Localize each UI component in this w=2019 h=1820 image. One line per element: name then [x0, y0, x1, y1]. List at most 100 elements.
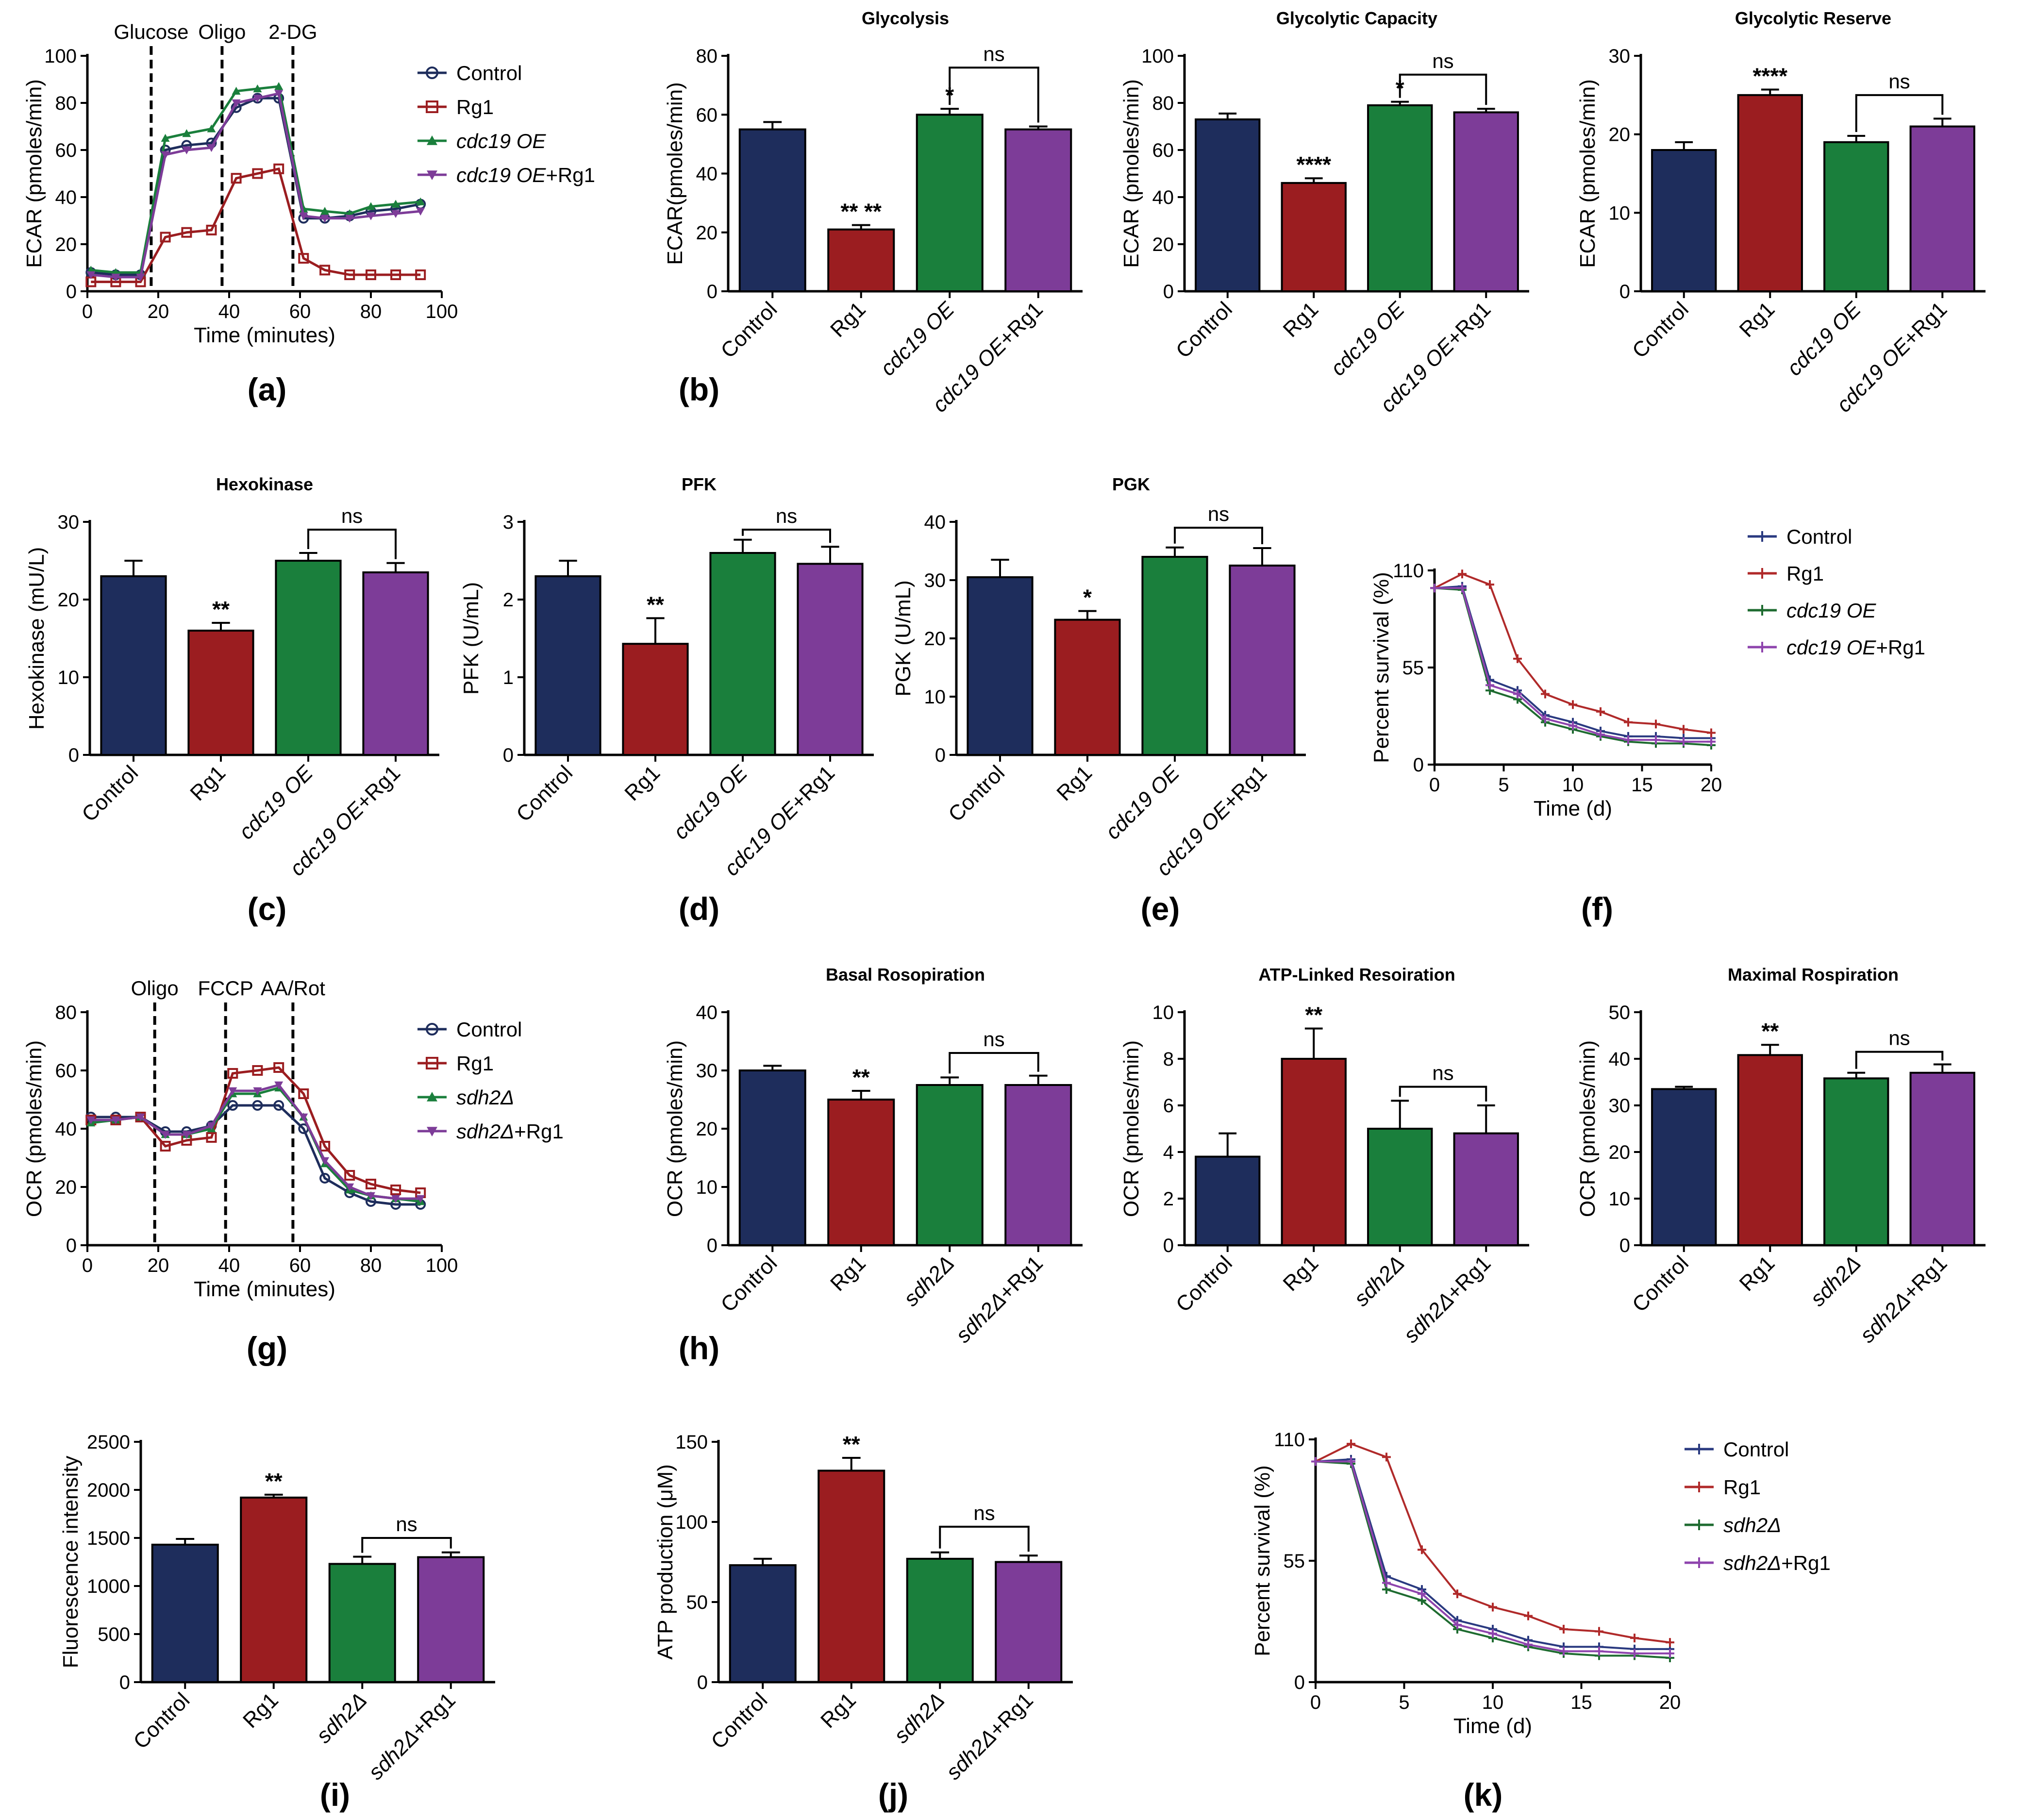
marker-plus [1624, 718, 1633, 727]
event-label: Oligo [131, 977, 179, 1000]
marker-triangle-down [274, 1081, 284, 1089]
x-tick-label: Rg1 [185, 761, 230, 805]
bar [328, 1563, 396, 1683]
ns-bracket [949, 1052, 1039, 1074]
legend-f: Control Rg1 cdc19 OE cdc19 OE+Rg1 [1748, 525, 1925, 659]
marker-plus [1559, 1624, 1568, 1634]
marker-square [344, 1170, 355, 1181]
bar [1004, 128, 1072, 292]
y-tick-label: 20 [1152, 234, 1174, 255]
bar-chart-j: 0 50 100 150 ATP production (μM) Control ** Rg1… [653, 1432, 1073, 1785]
legend-label: Control [1723, 1438, 1789, 1461]
series-Control [1311, 1454, 1674, 1653]
marker-plus [1757, 605, 1768, 616]
y-tick-label: 0 [503, 745, 514, 766]
panel-label: (d) [679, 891, 719, 927]
marker-circle [227, 1100, 238, 1111]
marker-plus [1596, 707, 1605, 716]
chart-title: Hexokinase [216, 474, 313, 494]
ns-label: ns [983, 42, 1004, 65]
chart-title: Glycolytic Capacity [1276, 8, 1437, 28]
x-tick-label: cdc19 OE [876, 297, 959, 381]
marker-plus [1513, 689, 1522, 699]
ns-bracket [361, 1537, 452, 1553]
y-tick-label: 4 [1163, 1142, 1174, 1163]
marker-triangle-down [416, 1195, 425, 1203]
marker-triangle [274, 82, 284, 90]
marker-square [160, 232, 171, 243]
marker-triangle-down [391, 1195, 400, 1203]
x-tick-label: 20 [148, 1255, 169, 1276]
y-tick-label: 30 [696, 1060, 718, 1082]
marker-triangle-down [367, 1192, 375, 1200]
y-tick-label: 80 [55, 1002, 77, 1023]
bar [187, 630, 254, 756]
y-tick-label: 30 [924, 570, 946, 591]
y-tick-label: 0 [707, 281, 717, 302]
y-tick-label: 30 [58, 512, 80, 533]
marker-triangle-down [182, 1131, 191, 1139]
bar [1004, 1084, 1072, 1246]
marker-triangle-down [299, 212, 308, 220]
x-tick-label: Control [1171, 1251, 1237, 1317]
y-tick-label: 1000 [87, 1576, 130, 1597]
x-tick-label: 40 [218, 301, 240, 322]
significance-stars: **** [1752, 64, 1787, 89]
x-tick-label: Control [129, 1688, 194, 1753]
x-tick-label: Rg1 [1052, 761, 1097, 805]
marker-plus [1707, 728, 1716, 737]
marker-triangle [161, 134, 170, 142]
x-axis-label: Time (d) [1534, 797, 1612, 820]
x-tick-label: 100 [426, 301, 458, 322]
marker-plus [1624, 735, 1633, 745]
x-tick-label: 0 [1310, 1692, 1321, 1713]
x-tick-label: Control [77, 761, 143, 826]
y-tick-label: 0 [697, 1672, 708, 1693]
event-label: 2-DG [268, 20, 317, 43]
marker-square [273, 1062, 284, 1073]
legend-label: cdc19 OE [456, 130, 546, 152]
marker-square [181, 227, 192, 238]
marker-plus [1630, 1649, 1639, 1658]
chart-title: PFK [682, 474, 717, 494]
y-tick-label: 60 [55, 140, 77, 161]
y-tick-label: 60 [1152, 140, 1174, 161]
bar [1141, 556, 1208, 756]
y-tick-label: 0 [935, 745, 946, 766]
ns-bracket [949, 67, 1039, 123]
significance-stars: **** [1296, 152, 1331, 177]
legend-a: Control Rg1 cdc19 OE cdc19 OE+Rg1 [417, 62, 595, 186]
marker-triangle-down [161, 151, 170, 159]
legend-label: Rg1 [456, 96, 494, 118]
marker-triangle-down [136, 273, 145, 282]
x-tick-label: 80 [360, 301, 382, 322]
bar [738, 128, 806, 292]
y-tick-label: 80 [696, 46, 718, 67]
x-tick-label: Control [716, 1251, 782, 1317]
y-tick-label: 10 [1609, 1188, 1631, 1210]
bar-chart-c: 0 10 20 30 Hexokinase (mU/L) Hexokinase Contro… [25, 474, 439, 881]
y-tick-label: 20 [1609, 124, 1631, 146]
series-Rg1 [1311, 1439, 1674, 1647]
marker-plus [1679, 725, 1688, 734]
y-tick-label: 0 [1163, 1235, 1174, 1256]
x-tick-label: cdc19 OE [234, 761, 318, 844]
bar [151, 1543, 219, 1684]
bar-chart-h1: 0 10 20 30 40 OCR (pmoles/min) Basal Rosopirat… [663, 965, 1083, 1348]
y-axis-label: ECAR(pmoles/min) [663, 82, 687, 265]
bar [1823, 1077, 1889, 1247]
marker-square [415, 269, 426, 281]
y-tick-label: 0 [707, 1235, 717, 1256]
bar [818, 1469, 885, 1683]
marker-plus [1382, 1578, 1391, 1587]
series-line [1316, 1460, 1670, 1654]
marker-plus [1595, 1647, 1603, 1656]
ns-label: ns [983, 1028, 1004, 1051]
marker-plus [1652, 719, 1660, 729]
x-tick-label: sdh2Δ+Rg1 [1399, 1251, 1495, 1347]
x-tick-label: 100 [426, 1255, 458, 1276]
line-chart-g: 0 20 40 60 80 OCR (pmoles/min) 0 20 40 60 80 100 Tim… [22, 977, 458, 1301]
legend-label: sdh2Δ [456, 1086, 514, 1109]
